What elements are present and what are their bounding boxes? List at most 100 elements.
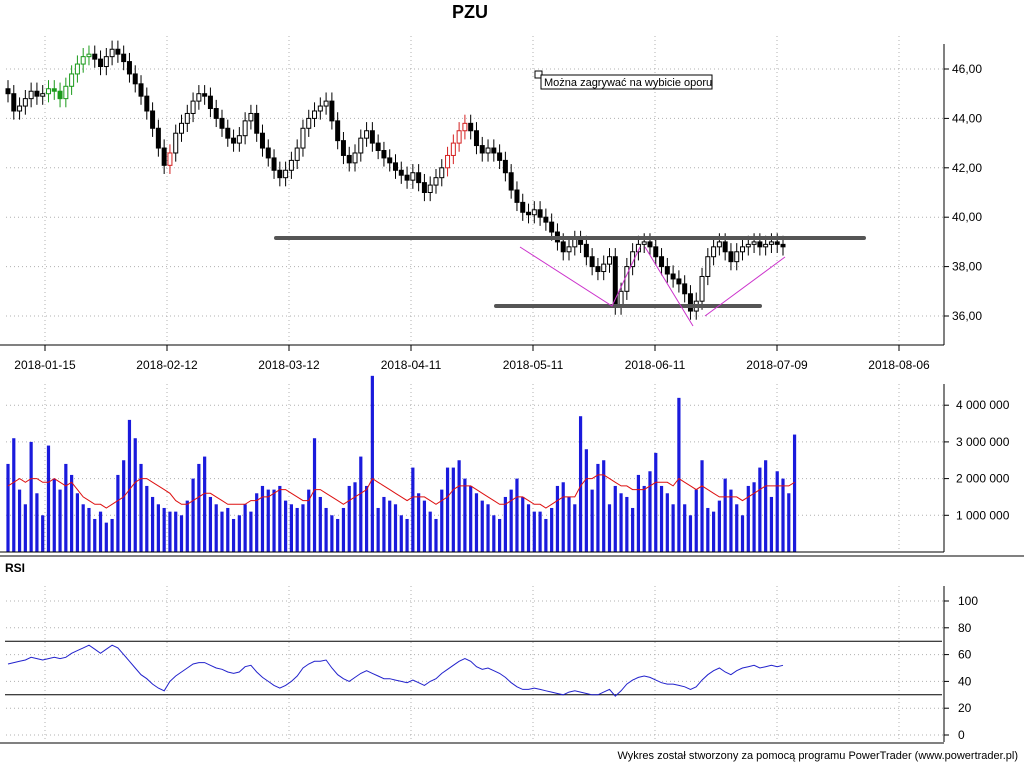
candle-body (734, 251, 740, 263)
volume-bar (550, 507, 554, 552)
candle-body (242, 120, 248, 137)
candle-body (601, 263, 607, 273)
volume-bar (706, 507, 710, 552)
volume-bar (179, 515, 184, 552)
volume-bar (469, 485, 473, 552)
candle-body (40, 93, 46, 97)
candle-body (271, 157, 277, 171)
volume-bar (203, 456, 207, 552)
volume-bar (445, 467, 450, 552)
candle-body (537, 209, 543, 218)
candle-body (618, 290, 624, 307)
volume-bar (631, 507, 635, 552)
candle-body (780, 243, 786, 248)
annotation-text: Można zagrywać na wybicie oporu (544, 77, 712, 89)
volume-bar (492, 515, 496, 552)
candle-body (254, 112, 260, 134)
candle-body (664, 266, 670, 275)
volume-bar (498, 518, 502, 552)
volume-bar (289, 504, 293, 552)
volume-bar (526, 504, 531, 552)
candle-body (641, 241, 647, 245)
candle-body (745, 243, 751, 248)
volume-bar (284, 500, 288, 552)
candle-body (583, 243, 589, 258)
candle-body (375, 142, 381, 152)
volume-bar (46, 445, 51, 552)
volume-bar (781, 478, 785, 552)
volume-bar (185, 500, 189, 552)
candle-body (109, 48, 115, 58)
volume-tick-label: 3 000 000 (956, 435, 1010, 449)
volume-bar (746, 485, 750, 552)
volume-bar (521, 496, 525, 552)
volume-bar (249, 511, 253, 552)
volume-bar (405, 518, 409, 552)
candle-body (196, 93, 202, 102)
candle-body (259, 132, 265, 149)
candle-body (485, 147, 491, 154)
candle-body (161, 147, 167, 166)
candle-body (69, 73, 75, 87)
volume-bar (388, 500, 392, 552)
candle-body (103, 56, 109, 68)
volume-bar (330, 515, 334, 552)
candle-body (682, 283, 688, 295)
volume-bar (654, 452, 658, 552)
volume-bar (139, 463, 143, 552)
candle-body (115, 48, 121, 55)
candle-body (676, 278, 682, 285)
volume-bar (451, 467, 455, 552)
volume-bar (717, 500, 721, 552)
volume-bar (474, 493, 479, 552)
volume-bar (700, 460, 704, 552)
volume-bar (758, 467, 762, 552)
x-tick-label: 2018-07-09 (746, 358, 808, 372)
candle-body (34, 90, 40, 97)
candle-body (560, 241, 566, 253)
volume-bar (729, 489, 733, 552)
volume-bar (509, 489, 513, 552)
price-tick-label: 44,00 (952, 111, 982, 125)
annotation-box (540, 74, 713, 90)
volume-bar (87, 507, 91, 552)
candle-body (323, 100, 329, 107)
candle-body (28, 90, 34, 100)
candle-body (184, 112, 190, 124)
candle-body (22, 98, 28, 107)
candle-body (427, 184, 433, 193)
candle-body (421, 182, 427, 193)
volume-bar (642, 485, 646, 552)
volume-bar (272, 489, 276, 552)
volume-bar (376, 507, 380, 552)
candle-body (531, 209, 537, 216)
candle-body (768, 241, 774, 245)
volume-bar (428, 511, 432, 552)
candle-body (317, 105, 323, 112)
volume-bar (775, 471, 779, 552)
volume-bar (41, 515, 45, 552)
candle-body (121, 53, 127, 63)
trend-line-middle (644, 246, 694, 327)
volume-bar (243, 504, 247, 552)
volume-bar (191, 478, 195, 552)
candle-body (179, 122, 185, 134)
volume-bar (231, 518, 236, 552)
candle-body (456, 130, 462, 144)
volume-bar (29, 441, 33, 552)
volume-bar (214, 504, 218, 552)
volume-bar (613, 485, 617, 552)
volume-bar (110, 518, 114, 552)
candle-body (138, 83, 144, 97)
candle-body (300, 127, 306, 149)
volume-bar (411, 467, 415, 552)
volume-tick-label: 2 000 000 (956, 472, 1010, 486)
candle-body (86, 53, 92, 58)
volume-bar (399, 515, 403, 552)
volume-bar (75, 493, 80, 552)
candle-body (17, 105, 23, 112)
candle-body (659, 256, 665, 268)
volume-bar (364, 485, 369, 552)
x-tick-label: 2018-04-11 (381, 358, 442, 372)
